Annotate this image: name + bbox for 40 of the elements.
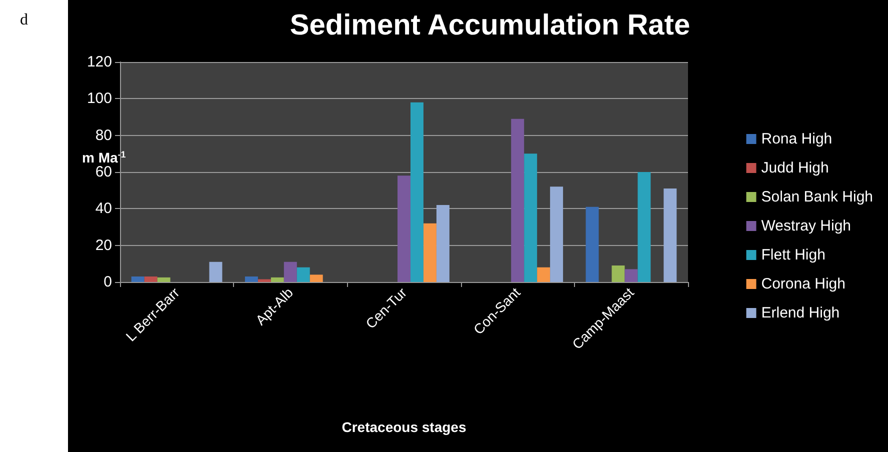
legend-label: Westray High — [761, 218, 852, 234]
y-tick-label: 80 — [95, 126, 112, 144]
bar — [624, 269, 638, 282]
bar — [410, 102, 424, 282]
y-tick-label: 0 — [104, 274, 112, 290]
bar — [664, 188, 677, 282]
legend-label: Corona High — [761, 276, 846, 292]
legend-label: Solan Bank High — [761, 188, 874, 206]
legend-label: Rona High — [761, 130, 832, 148]
bar — [586, 206, 599, 282]
legend-label: Flett High — [761, 246, 826, 264]
y-tick-label: 120 — [86, 54, 112, 70]
bar — [511, 118, 524, 282]
bar — [270, 277, 284, 282]
bar — [144, 276, 158, 282]
chart-title: Sediment Accumulation Rate — [290, 10, 690, 42]
bar — [550, 186, 564, 282]
y-tick-label: 100 — [86, 90, 112, 108]
bar — [423, 223, 436, 282]
y-tick-label: 40 — [95, 200, 112, 218]
bar — [209, 262, 222, 282]
bar — [157, 277, 170, 282]
legend-label: Erlend High — [761, 304, 840, 322]
bar — [244, 276, 258, 282]
text: d — [20, 12, 28, 28]
bar — [131, 276, 144, 282]
bar — [398, 176, 410, 282]
bar — [284, 262, 297, 282]
bar — [296, 267, 310, 282]
bar — [524, 154, 538, 282]
bar — [258, 279, 271, 282]
bar — [612, 266, 625, 282]
y-tick-label: 60 — [95, 164, 112, 180]
bar — [436, 205, 450, 282]
legend-label: Judd High — [761, 160, 829, 176]
bar — [537, 267, 550, 282]
y-tick-label: 20 — [95, 236, 112, 254]
x-axis-title: Cretaceous stages — [342, 419, 466, 435]
bar — [310, 274, 323, 282]
bar — [638, 172, 651, 282]
